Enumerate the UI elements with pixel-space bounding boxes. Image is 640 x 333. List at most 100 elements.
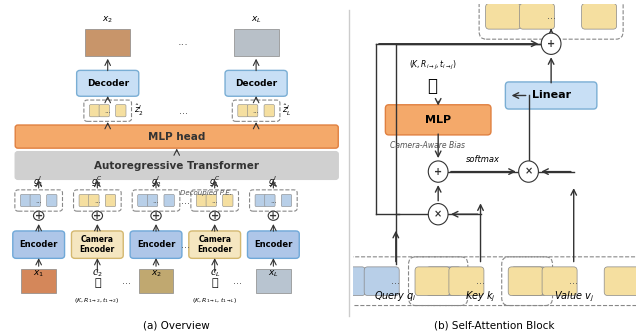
Text: ...: ... xyxy=(153,197,159,203)
Circle shape xyxy=(92,211,102,220)
FancyBboxPatch shape xyxy=(164,194,174,206)
FancyBboxPatch shape xyxy=(582,4,616,29)
FancyBboxPatch shape xyxy=(138,194,148,206)
FancyBboxPatch shape xyxy=(79,194,90,206)
Text: $g_2^C$: $g_2^C$ xyxy=(92,174,103,189)
Text: Encoder: Encoder xyxy=(137,240,175,249)
FancyBboxPatch shape xyxy=(13,231,65,258)
Text: ...: ... xyxy=(211,197,218,203)
Text: $g_2^I$: $g_2^I$ xyxy=(151,174,161,189)
FancyBboxPatch shape xyxy=(264,105,275,117)
Text: $g_L^C$: $g_L^C$ xyxy=(209,174,221,189)
Text: ...: ... xyxy=(181,240,190,250)
Text: Decoder: Decoder xyxy=(235,79,277,88)
Text: $(K, R_{1\to L}, t_{1\to L})$: $(K, R_{1\to L}, t_{1\to L})$ xyxy=(192,296,237,305)
Circle shape xyxy=(151,211,161,220)
FancyBboxPatch shape xyxy=(225,70,287,96)
Text: MLP head: MLP head xyxy=(148,132,205,142)
Text: ...: ... xyxy=(270,197,276,203)
Text: ×: × xyxy=(524,166,532,176)
Text: $x_L$: $x_L$ xyxy=(268,268,279,279)
FancyBboxPatch shape xyxy=(77,70,139,96)
Text: Key $k_j$: Key $k_j$ xyxy=(465,289,496,304)
FancyBboxPatch shape xyxy=(234,29,278,56)
FancyBboxPatch shape xyxy=(256,269,291,293)
Text: $g_1^I$: $g_1^I$ xyxy=(33,174,44,189)
Text: +: + xyxy=(152,211,160,221)
FancyBboxPatch shape xyxy=(282,194,292,206)
Text: ...: ... xyxy=(104,108,111,114)
FancyBboxPatch shape xyxy=(415,267,450,295)
FancyBboxPatch shape xyxy=(15,152,339,179)
Text: +: + xyxy=(35,211,43,221)
Text: ...: ... xyxy=(569,276,578,286)
FancyBboxPatch shape xyxy=(385,105,491,135)
Text: $g_L^I$: $g_L^I$ xyxy=(268,174,278,189)
FancyBboxPatch shape xyxy=(520,4,554,29)
FancyBboxPatch shape xyxy=(238,105,248,117)
Text: +: + xyxy=(434,166,442,176)
FancyBboxPatch shape xyxy=(604,267,639,295)
Text: $(K, R_{i\to j}, t_{i\to j})$: $(K, R_{i\to j}, t_{i\to j})$ xyxy=(408,59,456,72)
Text: Autoregressive Transformer: Autoregressive Transformer xyxy=(94,161,259,170)
FancyBboxPatch shape xyxy=(130,231,182,258)
FancyBboxPatch shape xyxy=(486,4,520,29)
Text: ...: ... xyxy=(122,276,131,286)
Text: $\hat{z}_2^I$: $\hat{z}_2^I$ xyxy=(134,103,143,118)
Text: ...: ... xyxy=(94,197,100,203)
Text: $\hat{z}_L^I$: $\hat{z}_L^I$ xyxy=(282,103,291,118)
Text: +: + xyxy=(547,39,555,49)
Text: ...: ... xyxy=(232,276,242,286)
FancyBboxPatch shape xyxy=(99,105,109,117)
Circle shape xyxy=(428,203,448,225)
Text: Encoder: Encoder xyxy=(19,240,58,249)
FancyBboxPatch shape xyxy=(21,269,56,293)
Circle shape xyxy=(541,33,561,54)
FancyBboxPatch shape xyxy=(15,125,339,148)
FancyBboxPatch shape xyxy=(106,194,116,206)
Text: Value $v_j$: Value $v_j$ xyxy=(554,289,594,304)
Text: Query $q_i$: Query $q_i$ xyxy=(374,289,417,303)
Text: Decoupled P.E.: Decoupled P.E. xyxy=(180,190,232,196)
FancyBboxPatch shape xyxy=(248,105,258,117)
FancyBboxPatch shape xyxy=(89,194,99,206)
Text: 📷: 📷 xyxy=(94,278,100,288)
Text: $(K, R_{1\to2}, t_{1\to2})$: $(K, R_{1\to2}, t_{1\to2})$ xyxy=(74,296,120,305)
FancyBboxPatch shape xyxy=(449,267,484,295)
Text: Camera
Encoder: Camera Encoder xyxy=(197,235,232,254)
FancyBboxPatch shape xyxy=(426,267,461,295)
Text: Linear: Linear xyxy=(532,91,571,101)
Text: (b) Self-Attention Block: (b) Self-Attention Block xyxy=(435,321,555,331)
Text: ...: ... xyxy=(547,11,556,21)
Text: ...: ... xyxy=(391,276,400,286)
Circle shape xyxy=(518,161,538,182)
FancyBboxPatch shape xyxy=(364,267,399,295)
FancyBboxPatch shape xyxy=(116,105,126,117)
Text: ...: ... xyxy=(253,108,259,114)
FancyBboxPatch shape xyxy=(139,269,173,293)
FancyBboxPatch shape xyxy=(189,231,241,258)
Text: softmax: softmax xyxy=(467,155,500,164)
FancyBboxPatch shape xyxy=(542,267,577,295)
Text: ...: ... xyxy=(179,106,188,116)
Text: 📷: 📷 xyxy=(211,278,218,288)
FancyBboxPatch shape xyxy=(506,82,597,109)
FancyBboxPatch shape xyxy=(330,267,365,295)
Text: +: + xyxy=(211,211,219,221)
Text: ...: ... xyxy=(476,276,485,286)
FancyBboxPatch shape xyxy=(90,105,100,117)
Text: ×: × xyxy=(434,209,442,219)
Text: Camera-Aware Bias: Camera-Aware Bias xyxy=(390,141,465,150)
Text: ...: ... xyxy=(35,197,42,203)
FancyBboxPatch shape xyxy=(47,194,57,206)
Text: ...: ... xyxy=(181,195,190,205)
Text: MLP: MLP xyxy=(425,115,451,125)
Text: $x_2$: $x_2$ xyxy=(102,14,113,25)
Text: (a) Overview: (a) Overview xyxy=(143,321,210,331)
Circle shape xyxy=(209,211,220,220)
FancyBboxPatch shape xyxy=(30,194,40,206)
Circle shape xyxy=(33,211,44,220)
Text: $\mathcal{C}_2$: $\mathcal{C}_2$ xyxy=(92,268,102,279)
FancyBboxPatch shape xyxy=(206,194,216,206)
Text: $x_2$: $x_2$ xyxy=(150,268,161,279)
